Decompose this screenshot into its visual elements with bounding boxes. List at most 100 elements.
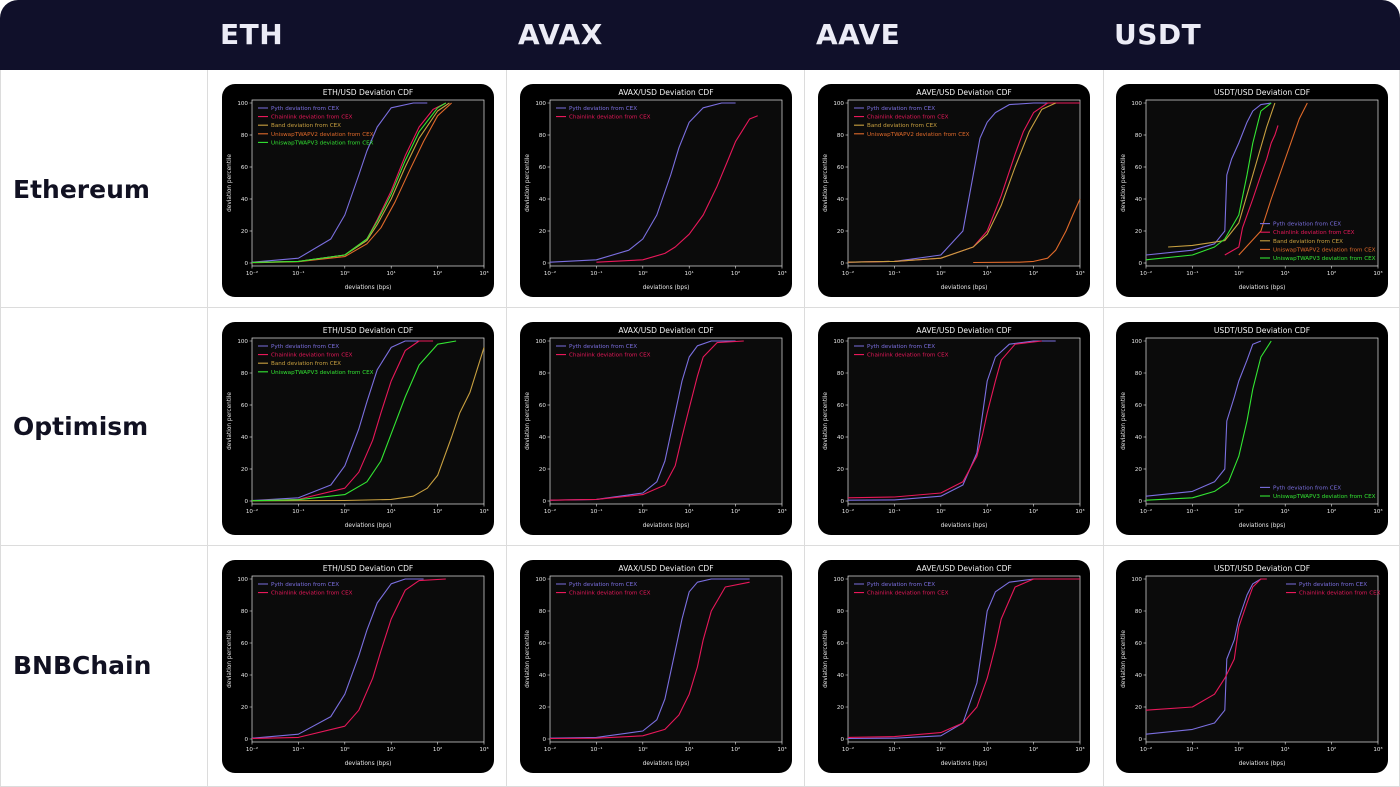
x-tick-label: 10¹ [983, 270, 992, 277]
x-tick-label: 10⁻¹ [590, 746, 602, 753]
column-header-avax: AVAX [518, 18, 603, 51]
y-axis-label: deviation percentile [1121, 392, 1127, 450]
y-tick-label: 40 [241, 197, 249, 203]
row-divider [0, 307, 1400, 308]
x-axis-label: deviations (bps) [941, 285, 988, 291]
series-line [1145, 340, 1272, 501]
x-tick-label: 10³ [777, 746, 786, 753]
series-line [549, 340, 744, 501]
y-axis-label: deviation percentile [227, 630, 233, 688]
y-tick-label: 20 [241, 229, 249, 235]
chart-card: AAVE/USD Deviation CDF 10⁻² 10⁻¹ 10⁰ 10¹ 10² 1… [818, 560, 1090, 773]
x-tick-label: 10⁻¹ [888, 508, 900, 515]
x-tick-label: 10⁻¹ [888, 746, 900, 753]
column-header-eth: ETH [220, 18, 284, 51]
y-tick-label: 80 [241, 609, 249, 615]
x-tick-label: 10⁰ [340, 508, 350, 515]
chart-card: AVAX/USD Deviation CDF 10⁻² 10⁻¹ 10⁰ 10¹ 10² 1… [520, 84, 792, 297]
y-tick-label: 100 [237, 339, 248, 345]
chart-card: ETH/USD Deviation CDF 10⁻² 10⁻¹ 10⁰ 10¹ 10² 10… [222, 560, 494, 773]
y-tick-label: 40 [241, 435, 249, 441]
x-tick-label: 10⁰ [638, 746, 648, 753]
x-tick-label: 10⁰ [936, 270, 946, 277]
plot-area [847, 575, 1081, 743]
series-line [1238, 102, 1308, 256]
y-tick-label: 60 [1135, 403, 1143, 409]
row-header-ethereum: Ethereum [13, 175, 150, 204]
x-tick-label: 10² [1029, 508, 1038, 515]
series-line [1168, 102, 1276, 248]
legend-entry: Band deviation from CEX [867, 123, 937, 129]
plot-area [1145, 99, 1379, 267]
cdf-chart: AAVE/USD Deviation CDF 10⁻² 10⁻¹ 10⁰ 10¹ 10² 1… [823, 326, 1085, 529]
x-tick-label: 10² [1327, 508, 1336, 515]
y-tick-label: 40 [539, 197, 547, 203]
x-tick-label: 10⁻² [842, 746, 854, 753]
series-line [1145, 102, 1272, 256]
y-tick-label: 80 [837, 133, 845, 139]
legend-entry: Pyth deviation from CEX [271, 344, 339, 350]
chart-title: AVAX/USD Deviation CDF [618, 326, 713, 335]
x-tick-label: 10³ [1373, 508, 1382, 515]
y-tick-label: 60 [241, 403, 249, 409]
x-tick-label: 10¹ [387, 508, 396, 515]
x-axis-label: deviations (bps) [345, 285, 392, 291]
y-tick-label: 100 [237, 101, 248, 107]
x-tick-label: 10⁰ [340, 746, 350, 753]
cdf-chart: AVAX/USD Deviation CDF 10⁻² 10⁻¹ 10⁰ 10¹ 10² 1… [525, 88, 787, 291]
y-tick-label: 80 [837, 371, 845, 377]
legend-entry: Chainlink deviation from CEX [1299, 591, 1381, 597]
y-tick-label: 20 [1135, 229, 1143, 235]
y-axis-label: deviation percentile [525, 630, 531, 688]
plot-area [1145, 337, 1379, 505]
x-tick-label: 10¹ [1281, 508, 1290, 515]
y-tick-label: 40 [837, 435, 845, 441]
chart-title: AAVE/USD Deviation CDF [916, 564, 1012, 573]
y-axis-label: deviation percentile [1121, 630, 1127, 688]
cdf-chart: AVAX/USD Deviation CDF 10⁻² 10⁻¹ 10⁰ 10¹ 10² 1… [525, 564, 787, 767]
y-tick-label: 20 [241, 467, 249, 473]
legend-entry: UniswapTWAPV2 deviation from CEX [1273, 247, 1376, 253]
x-tick-label: 10⁻² [246, 270, 258, 277]
legend-entry: Chainlink deviation from CEX [271, 353, 353, 359]
legend-entry: Pyth deviation from CEX [569, 344, 637, 350]
x-tick-label: 10¹ [387, 746, 396, 753]
x-tick-label: 10⁻² [246, 508, 258, 515]
y-tick-label: 60 [837, 403, 845, 409]
y-tick-label: 80 [241, 371, 249, 377]
legend-entry: UniswapTWAPV3 deviation from CEX [1273, 256, 1376, 262]
x-tick-label: 10³ [1075, 508, 1084, 515]
x-tick-label: 10³ [1075, 270, 1084, 277]
x-tick-label: 10³ [777, 270, 786, 277]
y-tick-label: 60 [539, 641, 547, 647]
x-tick-label: 10⁰ [340, 270, 350, 277]
x-tick-label: 10⁻¹ [1186, 508, 1198, 515]
y-tick-label: 80 [539, 133, 547, 139]
legend-entry: UniswapTWAPV3 deviation from CEX [271, 370, 374, 376]
x-tick-label: 10² [731, 746, 740, 753]
legend-entry: UniswapTWAPV2 deviation from CEX [867, 132, 970, 138]
plot-area [847, 99, 1081, 267]
y-tick-label: 100 [833, 577, 844, 583]
legend-entry: Chainlink deviation from CEX [867, 115, 949, 121]
series-line [847, 578, 1080, 738]
x-tick-label: 10² [433, 270, 442, 277]
x-tick-label: 10⁰ [638, 270, 648, 277]
x-tick-label: 10⁰ [1234, 746, 1244, 753]
x-tick-label: 10⁻² [246, 746, 258, 753]
x-tick-label: 10¹ [685, 508, 694, 515]
series-line [596, 115, 758, 263]
legend-entry: Band deviation from CEX [1273, 239, 1343, 245]
x-axis-label: deviations (bps) [345, 761, 392, 767]
legend-entry: Chainlink deviation from CEX [1273, 230, 1355, 236]
y-tick-label: 20 [241, 705, 249, 711]
x-tick-label: 10² [1029, 746, 1038, 753]
legend-entry: Chainlink deviation from CEX [569, 353, 651, 359]
y-tick-label: 40 [241, 673, 249, 679]
series-line [549, 578, 750, 739]
plot-area [549, 575, 783, 743]
y-tick-label: 100 [833, 339, 844, 345]
x-tick-label: 10¹ [983, 746, 992, 753]
row-header-optimism: Optimism [13, 412, 149, 441]
x-tick-label: 10⁻¹ [292, 746, 304, 753]
